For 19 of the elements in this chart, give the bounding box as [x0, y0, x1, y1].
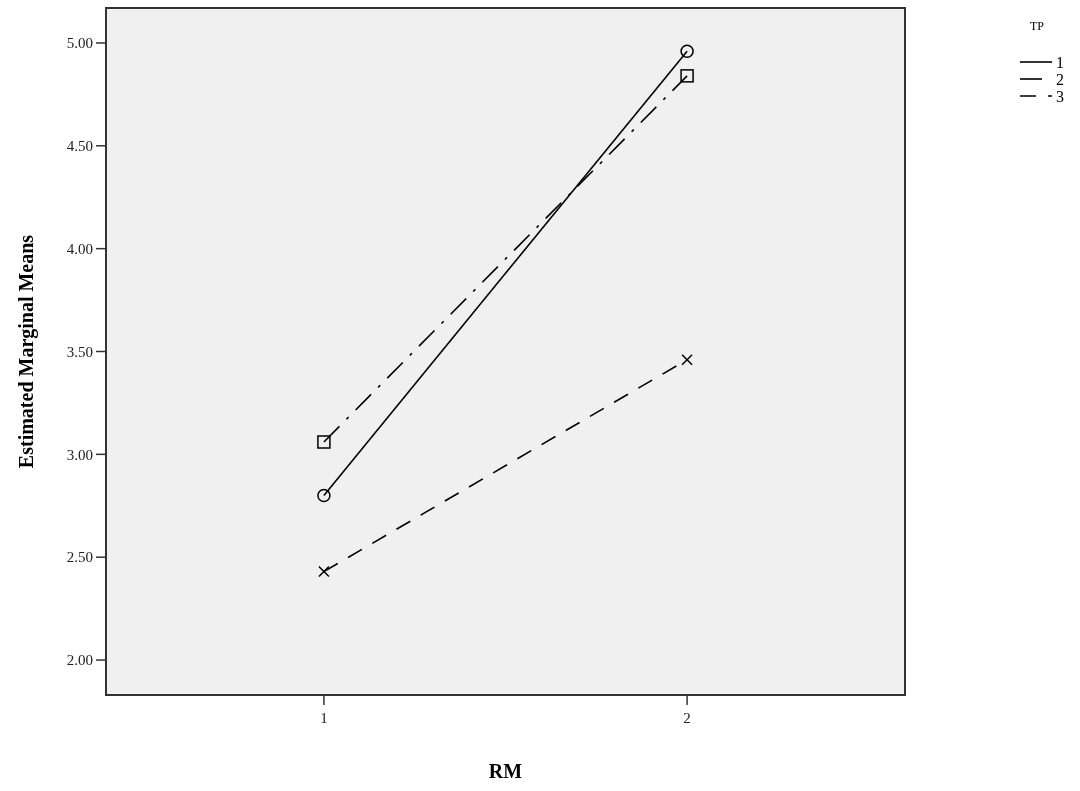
y-axis-title: Estimated Marginal Means [15, 234, 38, 469]
y-tick-label: 2.50 [66, 549, 93, 566]
y-tick-label: 5.00 [66, 35, 93, 52]
point [317, 435, 331, 449]
y-tick-label: 4.00 [66, 240, 93, 257]
legend-title: TP [1029, 19, 1045, 33]
y-tick-label: 2.00 [66, 652, 93, 669]
point [680, 69, 694, 83]
legend-label: 1 [1056, 53, 1064, 71]
y-tick-label: 4.50 [66, 138, 93, 155]
point [317, 488, 331, 503]
x-axis-title: RM [488, 760, 523, 782]
y-tick-label: 3.00 [66, 446, 93, 463]
legend-label: 2 [1056, 70, 1064, 88]
point [681, 353, 693, 366]
y-tick-label: 3.50 [66, 343, 93, 360]
legend-label: 3 [1056, 87, 1064, 105]
point [680, 44, 694, 58]
point [318, 565, 330, 578]
